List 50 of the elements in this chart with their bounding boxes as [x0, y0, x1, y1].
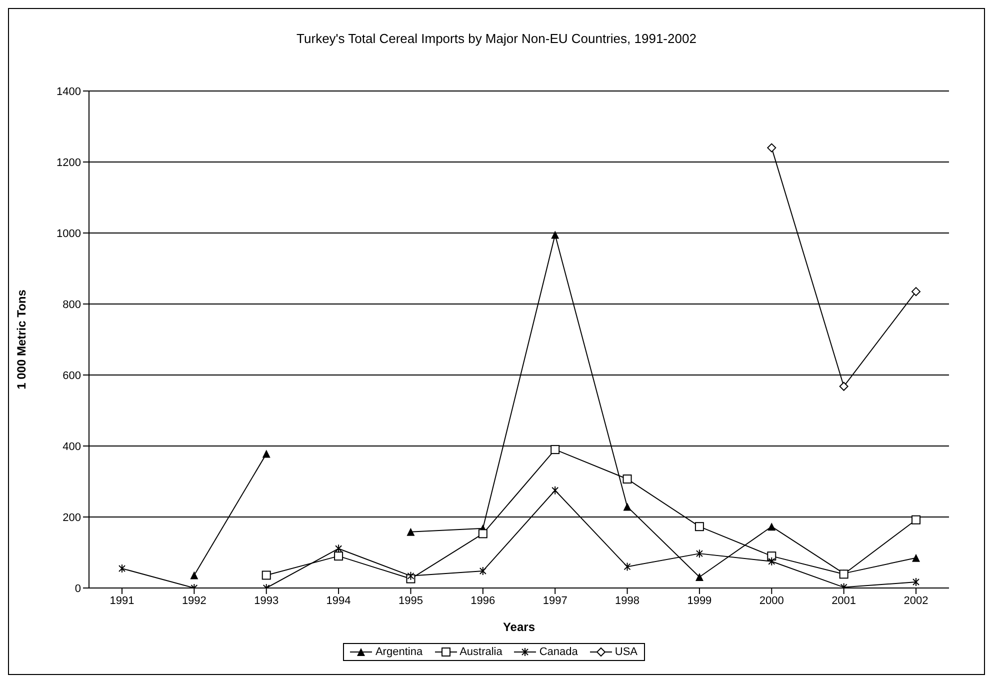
point	[334, 552, 344, 561]
legend-label: Australia	[460, 646, 502, 658]
x-tick-label: 1998	[615, 594, 640, 607]
point	[262, 450, 270, 458]
point	[262, 570, 271, 580]
point	[406, 528, 415, 536]
x-tick-label: 1993	[254, 594, 279, 607]
point	[335, 544, 342, 554]
point	[912, 515, 920, 524]
x-tick-label: 2000	[759, 594, 784, 607]
y-tick-label: 1000	[56, 228, 81, 240]
x-tick-label: 2001	[832, 594, 856, 607]
legend-label: USA	[614, 646, 638, 658]
point	[624, 562, 631, 572]
y-tick-label: 0	[74, 582, 81, 595]
x-tick-label: 1996	[470, 594, 496, 607]
point	[478, 529, 488, 538]
point	[622, 474, 632, 484]
y-tick-label: 1200	[56, 156, 81, 169]
point	[768, 522, 776, 531]
point	[407, 571, 414, 580]
point	[912, 554, 920, 562]
x-tick-label: 1997	[542, 594, 568, 607]
x-tick-label: 1992	[182, 594, 206, 607]
legend-label: Argentina	[375, 646, 423, 658]
x-tick-label: 1999	[687, 594, 712, 607]
y-tick-label: 800	[62, 298, 81, 311]
point	[768, 556, 776, 566]
x-tick-label: 1995	[398, 594, 423, 607]
y-axis-title: 1 000 Metric Tons	[14, 289, 28, 390]
y-tick-label: 400	[62, 440, 81, 453]
y-tick-label: 200	[62, 512, 81, 524]
x-tick-label: 1994	[326, 594, 351, 607]
y-tick-label: 600	[62, 370, 81, 382]
point	[190, 571, 198, 580]
point	[118, 564, 126, 573]
legend-label: Canada	[539, 646, 578, 658]
point	[551, 230, 560, 239]
point	[623, 502, 632, 511]
x-tick-label: 2002	[904, 594, 928, 607]
x-axis-title: Years	[502, 620, 536, 634]
point	[696, 549, 703, 558]
y-tick-label: 1400	[56, 86, 81, 98]
x-tick-label: 1991	[110, 594, 134, 607]
point	[550, 445, 560, 454]
chart-title: Turkey's Total Cereal Imports by Major Non-EU Countries, 1991-2002	[296, 31, 698, 48]
point	[695, 572, 704, 581]
point	[552, 486, 559, 495]
point	[479, 566, 486, 576]
point	[694, 522, 704, 532]
